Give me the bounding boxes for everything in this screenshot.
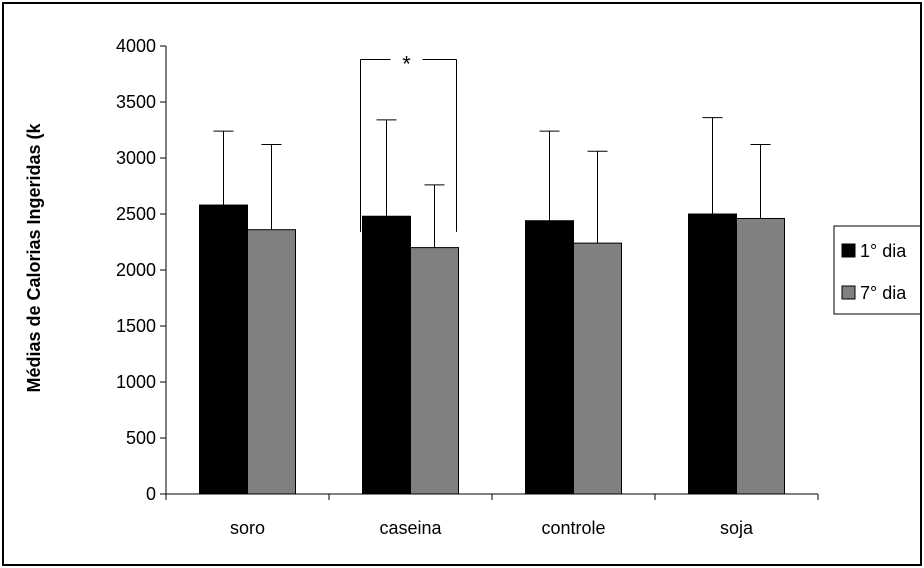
x-axis: soro caseina controle soja <box>165 493 819 538</box>
bar-soro-series-2 <box>247 229 296 495</box>
x-tick-label: soro <box>230 518 265 538</box>
y-tick-label: 3000 <box>116 148 156 168</box>
bars <box>199 204 785 495</box>
legend-swatch-1 <box>841 243 856 258</box>
bar-soja-series-2 <box>736 217 785 495</box>
x-tick-label: caseina <box>379 518 442 538</box>
y-tick-label: 2000 <box>116 260 156 280</box>
bar-soro-series-1 <box>199 204 248 495</box>
y-axis-title: Médias de Calorias Ingeridas (k <box>24 122 44 392</box>
x-tick-label: controle <box>541 518 605 538</box>
x-tick-label: soja <box>720 518 754 538</box>
significance-star: * <box>402 51 411 76</box>
y-tick-label: 1500 <box>116 316 156 336</box>
bar-chart: 0 500 1000 1500 2000 2500 3000 3500 4000 soro cas… <box>24 36 920 538</box>
legend-swatch-2 <box>841 285 856 300</box>
y-tick-label: 0 <box>146 484 156 504</box>
y-tick-label: 500 <box>126 428 156 448</box>
significance-annotation: * <box>360 51 457 232</box>
y-tick-label: 2500 <box>116 204 156 224</box>
bar-controle-series-1 <box>525 220 574 495</box>
y-axis: 0 500 1000 1500 2000 2500 3000 3500 4000 <box>116 36 167 504</box>
bar-caseina-series-2 <box>410 247 459 495</box>
bar-controle-series-2 <box>573 242 622 495</box>
legend-label-1: 1° dia <box>860 241 907 261</box>
legend-label-2: 7° dia <box>860 283 907 303</box>
y-tick-label: 4000 <box>116 36 156 56</box>
error-bars <box>213 117 771 248</box>
bar-soja-series-1 <box>688 213 737 495</box>
legend: 1° dia 7° dia <box>833 225 920 315</box>
y-tick-label: 1000 <box>116 372 156 392</box>
bar-caseina-series-1 <box>362 215 411 495</box>
y-tick-label: 3500 <box>116 92 156 112</box>
